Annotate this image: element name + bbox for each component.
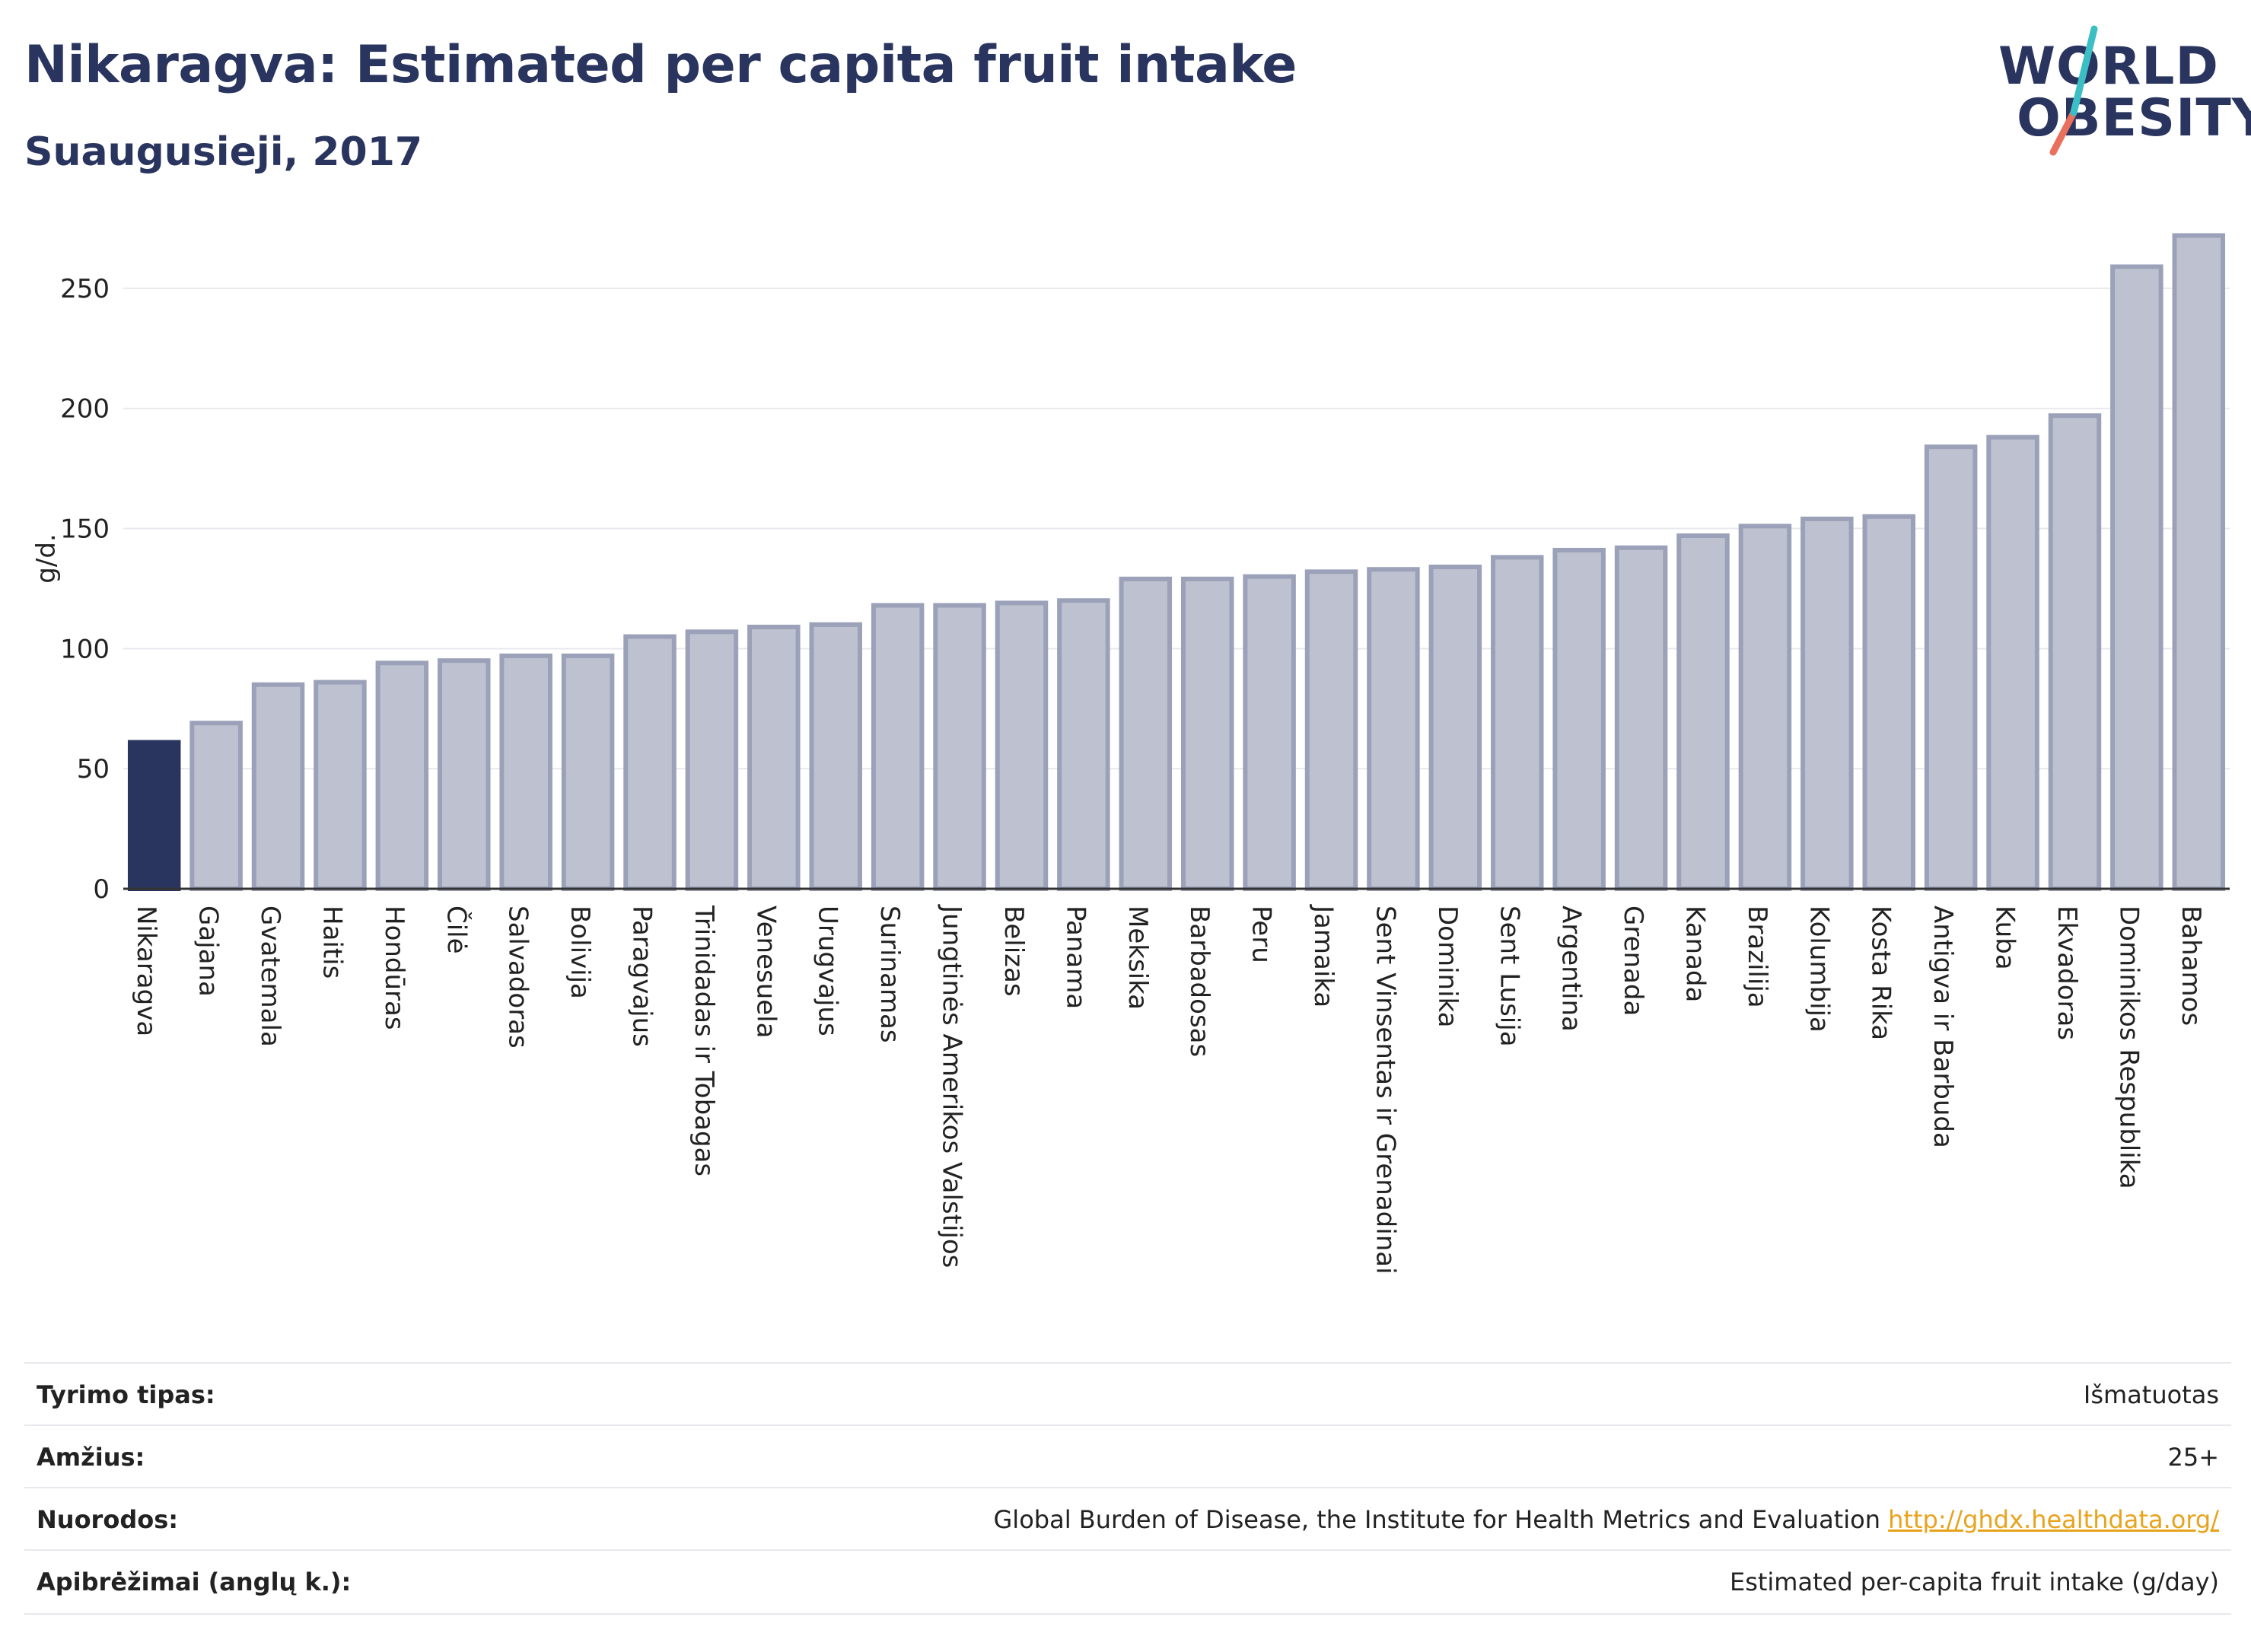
x-tick-label: Bolivija bbox=[565, 906, 595, 999]
x-tick-label: Grenada bbox=[1618, 906, 1648, 1016]
bar-7 bbox=[561, 653, 615, 891]
bar-2 bbox=[251, 682, 305, 892]
metadata-label: Tyrimo tipas: bbox=[37, 1380, 215, 1409]
bar-4 bbox=[375, 660, 429, 891]
bar-9 bbox=[685, 629, 739, 891]
y-tick-label: 0 bbox=[93, 874, 110, 905]
x-tick-label: Peru bbox=[1246, 906, 1277, 963]
bar-chart: 0 50 100 150 200 250 Nikaragva Gajana Gvatemala… bbox=[31, 233, 2230, 1275]
x-tick-label: Kosta Rika bbox=[1866, 906, 1896, 1040]
x-tick-label: Haitis bbox=[317, 906, 347, 979]
x-tick-label: Antigva ir Barbuda bbox=[1928, 906, 1958, 1148]
bar-3 bbox=[314, 680, 367, 891]
x-tick-label: Barbadosas bbox=[1184, 906, 1215, 1057]
x-tick-label: Nikaragva bbox=[131, 906, 161, 1036]
chart-subtitle: Suaugusieji, 2017 bbox=[24, 129, 423, 175]
x-tick-label: Gajana bbox=[193, 906, 224, 997]
metadata-row-references: Nuorodos: Global Burden of Disease, the … bbox=[24, 1487, 2231, 1551]
bar-32 bbox=[2110, 264, 2163, 891]
x-tick-label: Kuba bbox=[1990, 906, 2020, 970]
bar-23 bbox=[1552, 547, 1606, 891]
bar-26 bbox=[1738, 524, 1792, 891]
x-tick-label: Hondūras bbox=[379, 906, 409, 1030]
x-tick-label: Kanada bbox=[1680, 906, 1711, 1002]
metadata-label: Nuorodos: bbox=[37, 1505, 179, 1534]
x-tick-label: Dominika bbox=[1432, 906, 1463, 1027]
x-tick-label: Argentina bbox=[1556, 906, 1587, 1032]
y-tick-label: 50 bbox=[77, 754, 110, 785]
bar-31 bbox=[2048, 413, 2102, 891]
x-tick-label: Surinamas bbox=[874, 906, 905, 1043]
bar-28 bbox=[1862, 514, 1915, 891]
metadata-value: Global Burden of Disease, the Institute … bbox=[993, 1505, 1889, 1534]
bar-11 bbox=[809, 622, 862, 891]
x-tick-label: Čilė bbox=[441, 906, 472, 954]
bar-25 bbox=[1676, 533, 1730, 891]
metadata-value-wrap: Global Burden of Disease, the Institute … bbox=[994, 1505, 2220, 1534]
x-tick-label: Salvadoras bbox=[503, 906, 533, 1049]
x-tick-label: Kolumbija bbox=[1804, 906, 1834, 1033]
metadata-row-age: Amžius: 25+ bbox=[24, 1424, 2231, 1488]
bar-27 bbox=[1800, 516, 1854, 891]
x-tick-label: Ekvadoras bbox=[2052, 906, 2082, 1040]
bar-17 bbox=[1180, 576, 1234, 891]
metadata-row-definitions: Apibrėžimai (anglų k.): Estimated per-ca… bbox=[24, 1549, 2231, 1615]
y-axis-ticks: 0 50 100 150 200 250 bbox=[60, 274, 110, 905]
x-tick-label: Brazilija bbox=[1742, 906, 1772, 1008]
logo-slash-icon bbox=[2049, 25, 2098, 156]
x-tick-label: Meksika bbox=[1122, 906, 1153, 1010]
bars bbox=[127, 233, 2226, 892]
bar-15 bbox=[1057, 598, 1110, 892]
x-tick-label: Paragvajus bbox=[627, 906, 657, 1047]
bar-16 bbox=[1119, 576, 1173, 891]
source-link[interactable]: http://ghdx.healthdata.org/ bbox=[1888, 1505, 2219, 1534]
y-tick-label: 100 bbox=[60, 634, 110, 664]
x-tick-label: Sent Lusija bbox=[1494, 906, 1524, 1047]
bar-14 bbox=[995, 600, 1049, 891]
x-axis-labels: Nikaragva Gajana Gvatemala Haitis Hondūras Či… bbox=[131, 904, 2206, 1275]
bar-24 bbox=[1614, 545, 1668, 892]
metadata-value: 25+ bbox=[2167, 1443, 2219, 1472]
logo-line-1: WORLD bbox=[1998, 37, 2219, 97]
bar-13 bbox=[933, 603, 986, 891]
bar-22 bbox=[1491, 555, 1544, 891]
bar-1 bbox=[189, 721, 243, 892]
bar-6 bbox=[499, 653, 552, 891]
y-tick-label: 250 bbox=[60, 274, 110, 304]
bar-10 bbox=[747, 624, 801, 891]
world-obesity-logo: WORLD OBESITY bbox=[1979, 23, 2251, 160]
metadata-label: Amžius: bbox=[37, 1443, 145, 1472]
bar-21 bbox=[1428, 565, 1482, 892]
y-tick-label: 200 bbox=[60, 394, 110, 425]
x-tick-label: Venesuela bbox=[750, 906, 781, 1038]
metadata-value: Estimated per-capita fruit intake (g/day… bbox=[1729, 1568, 2219, 1596]
logo-line-2: OBESITY bbox=[2017, 88, 2251, 148]
bar-5 bbox=[438, 658, 491, 891]
bar-0 bbox=[127, 740, 181, 891]
y-tick-label: 150 bbox=[60, 514, 110, 545]
bar-20 bbox=[1367, 567, 1420, 891]
x-tick-label: Jamaika bbox=[1308, 904, 1339, 1007]
bar-8 bbox=[623, 634, 677, 892]
metadata-label: Apibrėžimai (anglų k.): bbox=[37, 1568, 352, 1596]
chart-title: Nikaragva: Estimated per capita fruit in… bbox=[24, 35, 1297, 95]
x-tick-label: Urugvajus bbox=[813, 906, 843, 1036]
bar-33 bbox=[2172, 233, 2226, 891]
x-tick-label: Trinidadas ir Tobagas bbox=[689, 905, 719, 1176]
bar-30 bbox=[1986, 434, 2039, 891]
x-tick-label: Dominikos Respublika bbox=[2113, 906, 2144, 1189]
x-tick-label: Belizas bbox=[998, 906, 1029, 997]
x-tick-label: Bahamos bbox=[2176, 906, 2206, 1026]
bar-12 bbox=[871, 603, 925, 891]
metadata-value: Išmatuotas bbox=[2083, 1380, 2219, 1409]
y-axis-title: g/d. bbox=[31, 533, 62, 583]
bar-29 bbox=[1924, 444, 1978, 891]
metadata-row-study-type: Tyrimo tipas: Išmatuotas bbox=[24, 1362, 2231, 1426]
x-tick-label: Jungtinės Amerikos Valstijos bbox=[937, 904, 967, 1268]
x-tick-label: Sent Vinsentas ir Grenadinai bbox=[1370, 906, 1400, 1275]
bar-18 bbox=[1243, 574, 1296, 891]
x-tick-label: Gvatemala bbox=[255, 906, 285, 1047]
x-tick-label: Panama bbox=[1060, 906, 1090, 1009]
bar-19 bbox=[1304, 569, 1358, 891]
